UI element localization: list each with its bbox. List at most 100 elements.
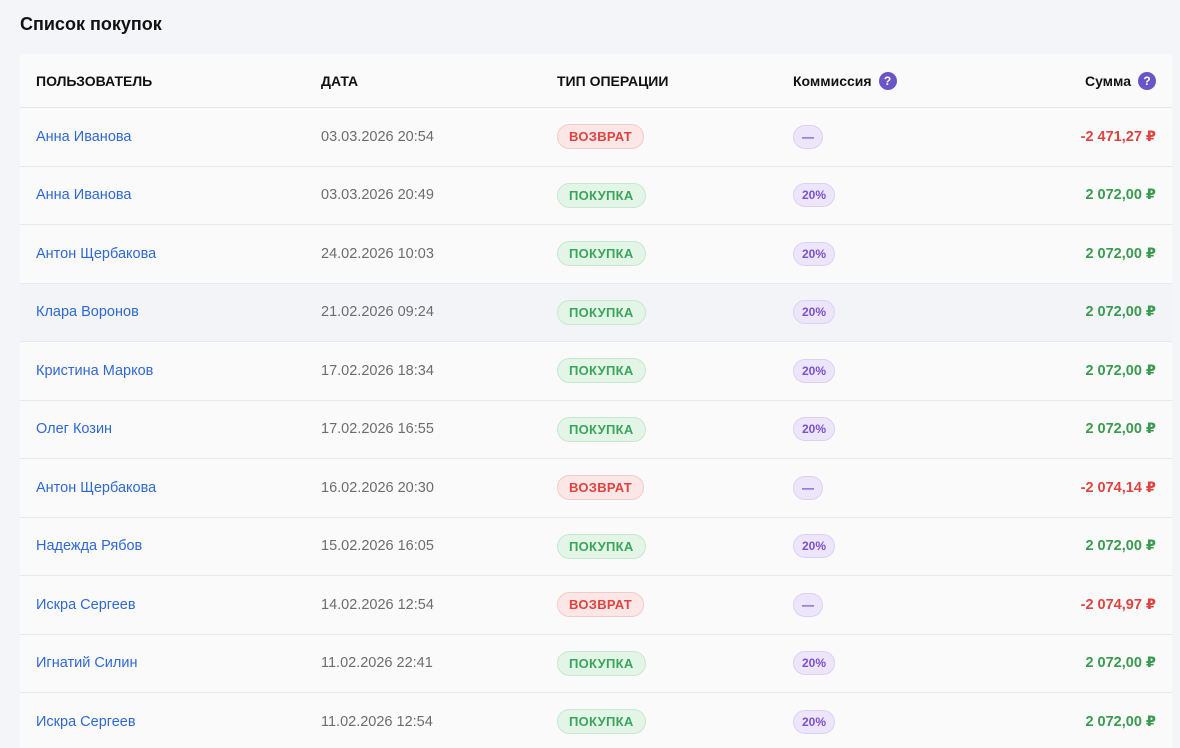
operation-type-badge: ПОКУПКА bbox=[557, 416, 646, 442]
user-cell: Надежда Рябов bbox=[36, 518, 142, 576]
sum-cell: 2 072,00 ₽ bbox=[1085, 245, 1156, 262]
date-cell: 17.02.2026 16:55 bbox=[321, 421, 434, 438]
operation-type-badge: ВОЗВРАТ bbox=[557, 592, 645, 618]
commission-cell: — bbox=[793, 108, 823, 166]
column-header-operation-type: ТИП ОПЕРАЦИИ bbox=[557, 73, 669, 89]
type-cell: ВОЗВРАТ bbox=[557, 108, 645, 166]
column-header-commission-label: Коммиссия bbox=[793, 73, 872, 89]
operation-type-badge: ПОКУПКА bbox=[557, 650, 646, 676]
type-cell: ПОКУПКА bbox=[557, 401, 646, 459]
table-row: Антон Щербакова 16.02.2026 20:30 ВОЗВРАТ — -… bbox=[20, 459, 1172, 518]
date-cell: 03.03.2026 20:49 bbox=[321, 187, 434, 204]
table-row: Игнатий Силин 11.02.2026 22:41 ПОКУПКА 20% 2… bbox=[20, 635, 1172, 693]
commission-cell: 20% bbox=[793, 401, 836, 459]
operation-type-badge: ПОКУПКА bbox=[557, 241, 646, 267]
sum-cell: 2 072,00 ₽ bbox=[1085, 538, 1156, 555]
user-link[interactable]: Клара Воронов bbox=[36, 304, 139, 321]
sum-cell: 2 072,00 ₽ bbox=[1085, 713, 1156, 730]
date-cell: 14.02.2026 12:54 bbox=[321, 596, 434, 613]
operation-type-badge: ПОКУПКА bbox=[557, 299, 646, 325]
user-cell: Олег Козин bbox=[36, 401, 112, 459]
sum-help-icon[interactable]: ? bbox=[1138, 72, 1156, 90]
commission-badge: 20% bbox=[793, 300, 836, 325]
user-link[interactable]: Антон Щербакова bbox=[36, 245, 157, 262]
operation-type-badge: ПОКУПКА bbox=[557, 533, 646, 559]
type-cell: ВОЗВРАТ bbox=[557, 576, 645, 634]
user-cell: Анна Иванова bbox=[36, 108, 131, 166]
sum-cell: -2 471,27 ₽ bbox=[1080, 128, 1156, 145]
operation-type-badge: ВОЗВРАТ bbox=[557, 124, 645, 150]
sum-cell: 2 072,00 ₽ bbox=[1085, 187, 1156, 204]
commission-badge: — bbox=[793, 592, 823, 617]
commission-cell: 20% bbox=[793, 167, 836, 225]
type-cell: ПОКУПКА bbox=[557, 518, 646, 576]
date-cell: 16.02.2026 20:30 bbox=[321, 479, 434, 496]
purchases-table: ПОЛЬЗОВАТЕЛЬ ДАТА ТИП ОПЕРАЦИИ Коммиссия… bbox=[20, 54, 1172, 748]
user-link[interactable]: Надежда Рябов bbox=[36, 538, 143, 555]
date-cell: 03.03.2026 20:54 bbox=[321, 128, 434, 145]
user-link[interactable]: Олег Козин bbox=[36, 421, 113, 438]
column-header-sum: Сумма ? bbox=[1085, 54, 1156, 108]
table-row: Кристина Марков 17.02.2026 18:34 ПОКУПКА 20… bbox=[20, 342, 1172, 401]
user-cell: Искра Сергеев bbox=[36, 576, 136, 634]
table-row: Искра Сергеев 14.02.2026 12:54 ВОЗВРАТ — -2 … bbox=[20, 576, 1172, 635]
sum-cell: 2 072,00 ₽ bbox=[1085, 421, 1156, 438]
type-cell: ПОКУПКА bbox=[557, 635, 646, 693]
sum-cell: -2 074,14 ₽ bbox=[1080, 479, 1156, 496]
user-link[interactable]: Анна Иванова bbox=[36, 187, 132, 204]
user-cell: Игнатий Силин bbox=[36, 635, 137, 693]
type-cell: ВОЗВРАТ bbox=[557, 459, 645, 517]
user-cell: Антон Щербакова bbox=[36, 459, 156, 517]
date-cell: 15.02.2026 16:05 bbox=[321, 538, 434, 555]
user-cell: Клара Воронов bbox=[36, 284, 139, 342]
commission-help-icon[interactable]: ? bbox=[878, 72, 897, 90]
user-link[interactable]: Искра Сергеев bbox=[36, 596, 136, 613]
date-cell: 11.02.2026 12:54 bbox=[321, 713, 433, 730]
user-link[interactable]: Игнатий Силин bbox=[36, 655, 138, 672]
table-row: Искра Сергеев 11.02.2026 12:54 ПОКУПКА 20% 2… bbox=[20, 693, 1172, 748]
commission-cell: — bbox=[793, 576, 823, 634]
user-cell: Искра Сергеев bbox=[36, 693, 136, 748]
commission-cell: 20% bbox=[793, 518, 836, 576]
date-cell: 17.02.2026 18:34 bbox=[321, 362, 434, 379]
operation-type-badge: ПОКУПКА bbox=[557, 358, 646, 384]
commission-cell: 20% bbox=[793, 342, 836, 400]
user-cell: Кристина Марков bbox=[36, 342, 153, 400]
user-link[interactable]: Анна Иванова bbox=[36, 128, 132, 145]
commission-badge: — bbox=[793, 475, 823, 500]
column-header-sum-label: Сумма bbox=[1084, 73, 1131, 89]
operation-type-badge: ПОКУПКА bbox=[557, 709, 646, 735]
user-link[interactable]: Антон Щербакова bbox=[36, 479, 157, 496]
commission-badge: 20% bbox=[793, 183, 836, 208]
sum-cell: 2 072,00 ₽ bbox=[1085, 655, 1156, 672]
user-cell: Антон Щербакова bbox=[36, 225, 156, 283]
commission-cell: — bbox=[793, 459, 823, 517]
commission-cell: 20% bbox=[793, 635, 836, 693]
table-row: Анна Иванова 03.03.2026 20:54 ВОЗВРАТ — -2 4… bbox=[20, 108, 1172, 167]
commission-cell: 20% bbox=[793, 693, 836, 748]
sum-cell: 2 072,00 ₽ bbox=[1085, 304, 1156, 321]
commission-badge: 20% bbox=[793, 241, 836, 266]
type-cell: ПОКУПКА bbox=[557, 167, 646, 225]
page-title: Список покупок bbox=[20, 14, 162, 34]
commission-badge: 20% bbox=[793, 651, 836, 676]
type-cell: ПОКУПКА bbox=[557, 693, 646, 748]
table-row: Клара Воронов 21.02.2026 09:24 ПОКУПКА 20% 2… bbox=[20, 283, 1172, 342]
column-header-date: ДАТА bbox=[321, 73, 359, 89]
sum-cell: 2 072,00 ₽ bbox=[1085, 362, 1156, 379]
operation-type-badge: ВОЗВРАТ bbox=[557, 475, 645, 501]
user-link[interactable]: Искра Сергеев bbox=[36, 713, 136, 730]
column-header-user: ПОЛЬЗОВАТЕЛЬ bbox=[36, 73, 153, 89]
type-cell: ПОКУПКА bbox=[557, 284, 646, 342]
table-header: ПОЛЬЗОВАТЕЛЬ ДАТА ТИП ОПЕРАЦИИ Коммиссия… bbox=[20, 54, 1172, 108]
table-row: Антон Щербакова 24.02.2026 10:03 ПОКУПКА 20… bbox=[20, 225, 1172, 284]
operation-type-badge: ПОКУПКА bbox=[557, 182, 646, 208]
user-link[interactable]: Кристина Марков bbox=[36, 362, 154, 379]
commission-badge: — bbox=[793, 124, 823, 149]
sum-cell: -2 074,97 ₽ bbox=[1080, 596, 1156, 613]
commission-badge: 20% bbox=[793, 534, 836, 559]
table-body: Анна Иванова 03.03.2026 20:54 ВОЗВРАТ — -2 4… bbox=[20, 108, 1172, 748]
user-cell: Анна Иванова bbox=[36, 167, 131, 225]
commission-badge: 20% bbox=[793, 417, 836, 442]
